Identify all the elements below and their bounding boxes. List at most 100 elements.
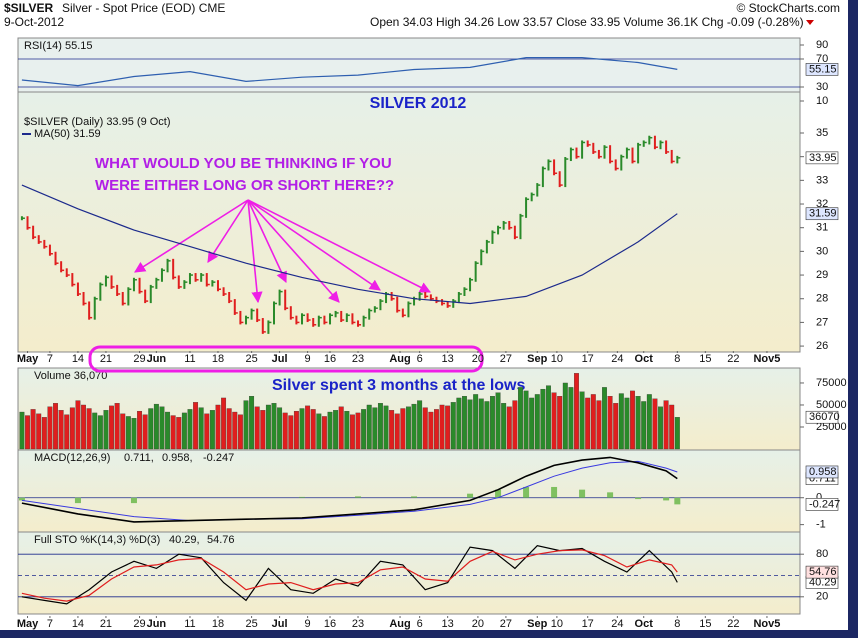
volume-bar	[338, 406, 344, 450]
price-bar	[172, 258, 175, 280]
price-bar	[82, 291, 85, 306]
volume-bar	[641, 401, 647, 450]
y-tick-label: 10	[816, 95, 828, 107]
volume-bar	[120, 413, 126, 450]
volume-bar	[439, 404, 445, 450]
price-bar	[441, 299, 444, 306]
price-bar	[362, 315, 365, 327]
price-bar	[306, 313, 309, 323]
volume-bar	[181, 412, 187, 450]
volume-bar	[417, 400, 423, 450]
volume-bar	[344, 410, 350, 450]
x-tick-label: 11	[184, 618, 195, 630]
price-bar	[216, 280, 219, 292]
volume-bar	[321, 416, 327, 450]
price-bar	[211, 280, 214, 287]
x-tick-label: 10	[551, 353, 563, 365]
x-tick-label: Jul	[272, 353, 288, 365]
volume-bar	[254, 406, 260, 450]
histogram-bar	[18, 497, 25, 501]
price-bar	[648, 135, 651, 145]
x-tick-label: 8	[674, 353, 680, 365]
volume-bar	[585, 397, 591, 450]
x-tick-label: 18	[212, 618, 224, 630]
volume-bar	[462, 396, 467, 450]
volume-bar	[97, 415, 103, 450]
price-bar	[497, 225, 500, 235]
volume-bar	[209, 410, 215, 450]
price-bar	[32, 225, 35, 240]
x-tick-label: May	[17, 618, 39, 630]
y-tick-label: 32	[816, 198, 828, 210]
x-tick-label: 10	[551, 618, 563, 630]
volume-bar	[546, 385, 551, 450]
d-value: 54.76	[207, 534, 235, 546]
volume-bar	[148, 408, 154, 450]
volume-bar	[506, 406, 512, 450]
price-bar	[155, 277, 158, 289]
x-tick-label: Nov5	[753, 353, 780, 365]
volume-bar	[170, 415, 176, 450]
price-bar	[642, 140, 645, 147]
hist-value: -0.247	[203, 452, 234, 464]
macd-panel	[17, 449, 801, 533]
x-tick-label: Jun	[147, 618, 167, 630]
x-tick-label: 17	[582, 618, 594, 630]
last-value-box	[805, 63, 839, 76]
y-tick-label: 25000	[816, 421, 847, 433]
symbol: $SILVER	[4, 1, 53, 15]
macd-value: 0.711,	[124, 452, 154, 464]
volume-bar	[109, 405, 114, 450]
price-bar	[65, 268, 68, 278]
volume-bar	[92, 412, 98, 450]
histogram-bar	[299, 496, 306, 498]
x-tick-label: 23	[352, 618, 364, 630]
y-tick-label: 70	[816, 53, 828, 65]
volume-bar	[366, 404, 372, 450]
macd-line	[21, 456, 678, 523]
volume-bar	[232, 411, 238, 450]
volume-bar	[540, 388, 546, 450]
volume-bar	[674, 417, 680, 450]
last-value-box	[805, 465, 839, 479]
menu-icon[interactable]	[806, 20, 814, 25]
price-bar	[513, 225, 516, 240]
volume-bar	[456, 397, 462, 450]
price-bar	[541, 166, 544, 188]
volume-bar	[327, 411, 333, 450]
volume-bar	[125, 416, 131, 450]
y-tick-label: 30	[816, 81, 828, 93]
volume-bar	[394, 413, 400, 450]
sto-line	[21, 549, 678, 602]
price-bar	[261, 318, 264, 334]
price-bar	[457, 291, 460, 304]
histogram-bar	[411, 496, 418, 498]
price-bar	[166, 258, 169, 273]
volume-bar	[428, 411, 434, 450]
price-bar	[250, 308, 253, 320]
volume-bar	[624, 397, 630, 450]
volume-bar	[652, 398, 658, 450]
price-bar	[592, 142, 595, 154]
ma-legend: MA(50) 31.59	[34, 128, 101, 140]
x-tick-label: Jul	[272, 618, 288, 630]
price-bar	[463, 287, 466, 296]
histogram-bar	[663, 497, 670, 501]
x-tick-label: May	[17, 353, 39, 365]
y-tick-label: 75000	[816, 377, 847, 389]
histogram-bar	[523, 486, 530, 498]
price-bar	[637, 142, 640, 164]
volume-bar	[551, 392, 557, 450]
rsi-panel	[17, 37, 801, 93]
x-tick-label: 20	[472, 618, 484, 630]
volume-bar	[484, 401, 490, 450]
x-tick-label: 20	[472, 353, 484, 365]
y-tick-label: 30	[816, 245, 828, 257]
volume-bar	[568, 387, 574, 450]
arrows	[134, 199, 431, 304]
price-bar	[183, 280, 186, 289]
x-tick-label: 13	[442, 618, 454, 630]
macd-line	[21, 460, 678, 522]
x-tick-label: 13	[442, 353, 454, 365]
price-bar	[603, 145, 606, 159]
